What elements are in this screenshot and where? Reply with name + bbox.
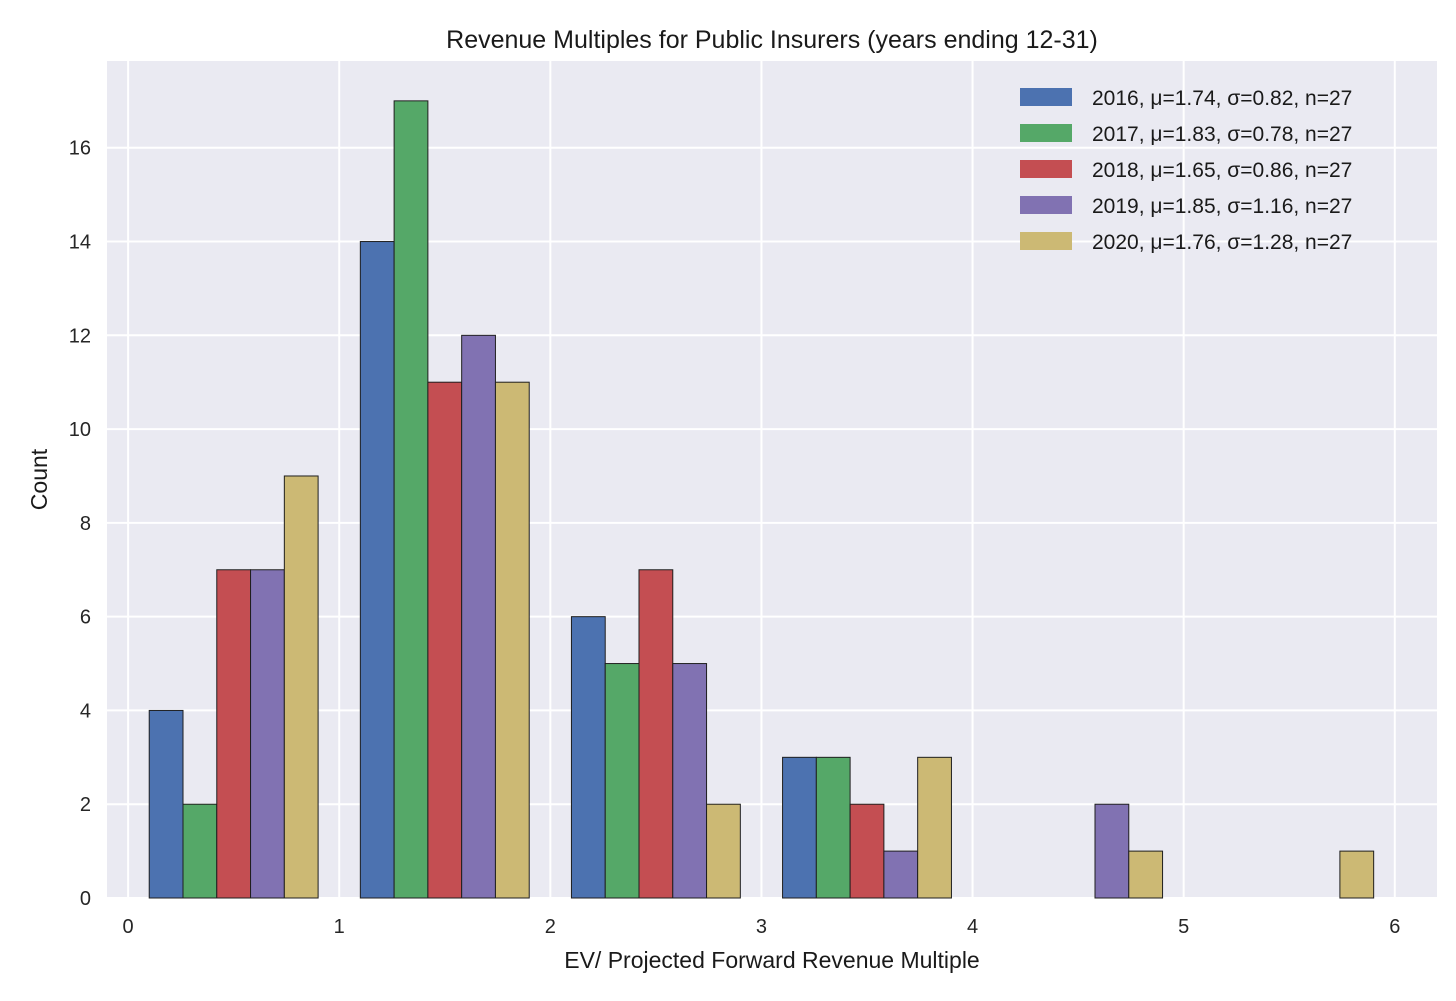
y-tick-label: 10 [69, 419, 91, 441]
bar-2020-bin-0 [283, 475, 319, 899]
bar-2019-bin-0 [250, 569, 285, 899]
bar-2017-bin-1 [393, 100, 429, 899]
legend-label: 2018, μ=1.65, σ=0.86, n=27 [1092, 159, 1352, 182]
bar-2016-bin-3 [782, 756, 817, 899]
bar-2017-bin-0 [182, 803, 218, 899]
bar-2017-bin-2 [604, 663, 640, 899]
bar-2017-bin-3 [815, 756, 851, 899]
x-tick-label: 2 [545, 916, 556, 938]
y-tick-label: 6 [80, 607, 91, 629]
x-tick-label: 1 [334, 916, 345, 938]
bar-2019-bin-1 [461, 334, 496, 899]
bar-2019-bin-3 [883, 850, 919, 899]
bar-2020-bin-4 [1128, 850, 1164, 899]
legend-swatch [1020, 88, 1072, 106]
legend-label: 2020, μ=1.76, σ=1.28, n=27 [1092, 231, 1352, 254]
bar-2018-bin-2 [638, 569, 674, 899]
y-tick-label: 0 [80, 888, 91, 910]
y-tick-label: 12 [69, 325, 91, 347]
bar-2020-bin-3 [917, 756, 952, 899]
bar-2016-bin-2 [570, 616, 606, 899]
y-tick-label: 4 [80, 700, 91, 722]
y-axis-label: Count [26, 448, 52, 510]
x-tick-label: 6 [1389, 916, 1400, 938]
legend-swatch [1020, 160, 1072, 178]
legend: 2016, μ=1.74, σ=0.82, n=27 2017, μ=1.83, … [1020, 87, 1352, 254]
x-tick-label: 5 [1178, 916, 1189, 938]
bar-2020-bin-5 [1339, 850, 1375, 899]
bar-2018-bin-3 [849, 803, 885, 899]
legend-swatch [1020, 196, 1072, 214]
grid-lines [107, 61, 1437, 899]
bars [148, 100, 1375, 899]
legend-label: 2019, μ=1.85, σ=1.16, n=27 [1092, 195, 1352, 218]
bar-2020-bin-2 [706, 803, 741, 899]
plot-background [107, 61, 1437, 898]
y-tick-label: 14 [69, 232, 91, 254]
legend-label: 2017, μ=1.83, σ=0.78, n=27 [1092, 123, 1352, 146]
x-tick-label: 0 [123, 916, 134, 938]
x-tick-labels: 0 1 2 3 4 5 6 [123, 916, 1401, 938]
x-axis-label: EV/ Projected Forward Revenue Multiple [564, 947, 979, 973]
y-tick-label: 16 [69, 138, 91, 160]
y-tick-label: 2 [80, 794, 91, 816]
y-tick-labels: 0 2 4 6 8 10 12 14 16 [69, 138, 91, 910]
bar-2018-bin-0 [216, 569, 252, 899]
legend-label: 2016, μ=1.74, σ=0.82, n=27 [1092, 87, 1352, 110]
bar-2019-bin-2 [672, 663, 708, 899]
x-tick-label: 3 [756, 916, 767, 938]
bar-2019-bin-4 [1094, 803, 1130, 899]
x-tick-label: 4 [967, 916, 978, 938]
bar-2020-bin-1 [494, 381, 530, 899]
bar-2016-bin-0 [148, 709, 184, 899]
chart-title: Revenue Multiples for Public Insurers (y… [446, 26, 1098, 54]
legend-swatch [1020, 232, 1072, 250]
y-tick-label: 8 [80, 513, 91, 535]
bar-2016-bin-1 [359, 241, 395, 899]
legend-swatch [1020, 124, 1072, 142]
bar-2018-bin-1 [427, 381, 463, 899]
